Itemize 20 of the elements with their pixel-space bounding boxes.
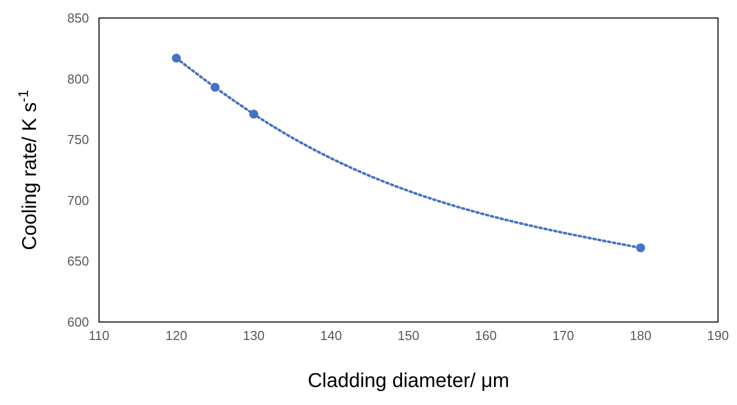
x-tick-label: 170 <box>552 328 574 343</box>
x-tick-label: 190 <box>707 328 729 343</box>
y-tick-label: 850 <box>67 10 89 26</box>
y-tick-label: 700 <box>67 192 89 208</box>
point <box>172 54 181 63</box>
x-tick-label: 130 <box>242 328 265 343</box>
x-tick-label: 120 <box>166 328 188 343</box>
x-axis-title: Cladding diameter/ μm <box>308 370 510 392</box>
x-tick-label: 160 <box>475 328 497 343</box>
y-tick-label: 650 <box>67 254 89 269</box>
point <box>210 82 220 92</box>
x-tick-label: 180 <box>630 328 652 343</box>
point <box>636 243 646 252</box>
y-tick-label: 800 <box>67 71 89 86</box>
x-tick-label: 110 <box>88 328 110 343</box>
x-tick-label: 140 <box>320 328 342 343</box>
x-tick-label: 150 <box>398 328 420 343</box>
point <box>249 110 258 119</box>
y-tick-label: 750 <box>67 132 89 148</box>
y-tick-label: 600 <box>67 314 89 330</box>
